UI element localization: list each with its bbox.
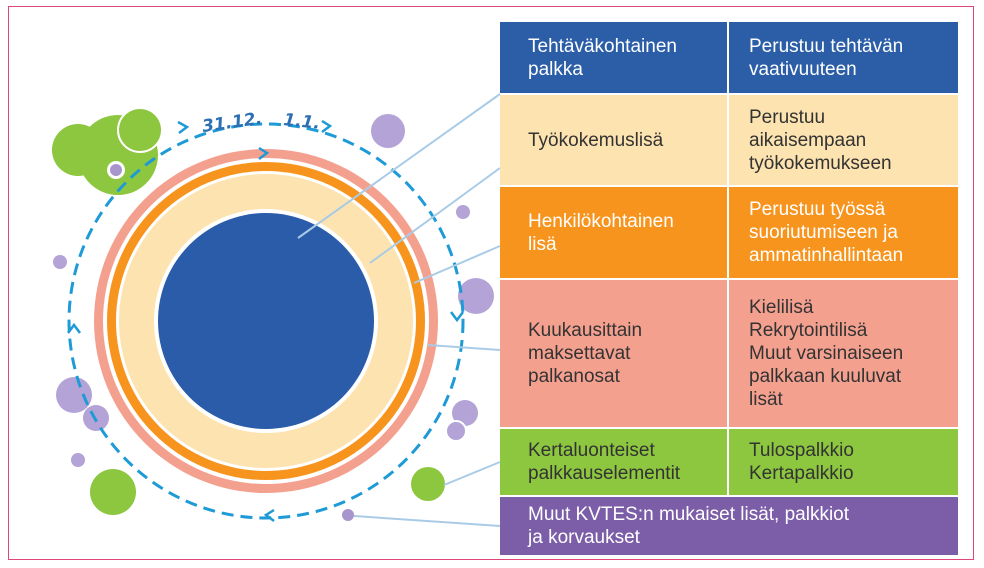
text-line: palkanosat [528,365,727,388]
page: 31.12. 1.1. TehtäväkohtainenpalkkaPerust… [0,0,984,568]
text-line: ammatinhallintaan [749,244,958,267]
text-line: palkkauselementit [528,462,727,485]
text-line: lisä [528,233,727,256]
text-line: Perustuu tehtävän [749,35,958,58]
text-line: vaativuuteen [749,58,958,81]
text-line: lisät [749,388,958,411]
date-label: 1.1. [282,110,320,134]
text-line: Kertaluonteiset [528,439,727,462]
text-line: ja korvaukset [528,526,958,549]
text-line: maksettavat [528,342,727,365]
text-line: Kielilisä [749,296,958,319]
text-line: suoriutumiseen ja [749,221,958,244]
text-line: Muut varsinaiseen [749,342,958,365]
text-line: Tehtäväkohtainen [528,35,727,58]
row-label: Työkokemuslisä [500,95,727,185]
text-line: palkkaan kuuluvat [749,365,958,388]
text-line: aikaisempaan [749,129,958,152]
text-line: Tulospalkkio [749,439,958,462]
date-label: 31.12. [201,109,263,137]
text-line: Työkokemuslisä [528,129,727,152]
text-line: palkka [528,58,727,81]
text-line: Kertapalkkio [749,462,958,485]
text-line: Muut KVTES:n mukaiset lisät, palkkiot [528,503,958,526]
text-line: Henkilökohtainen [528,210,727,233]
text-line: Kuukausittain [528,319,727,342]
text-line: työkokemukseen [749,152,958,175]
text-line: Rekrytointilisä [749,319,958,342]
text-line: Perustuu [749,106,958,129]
text-line: Perustuu työssä [749,198,958,221]
